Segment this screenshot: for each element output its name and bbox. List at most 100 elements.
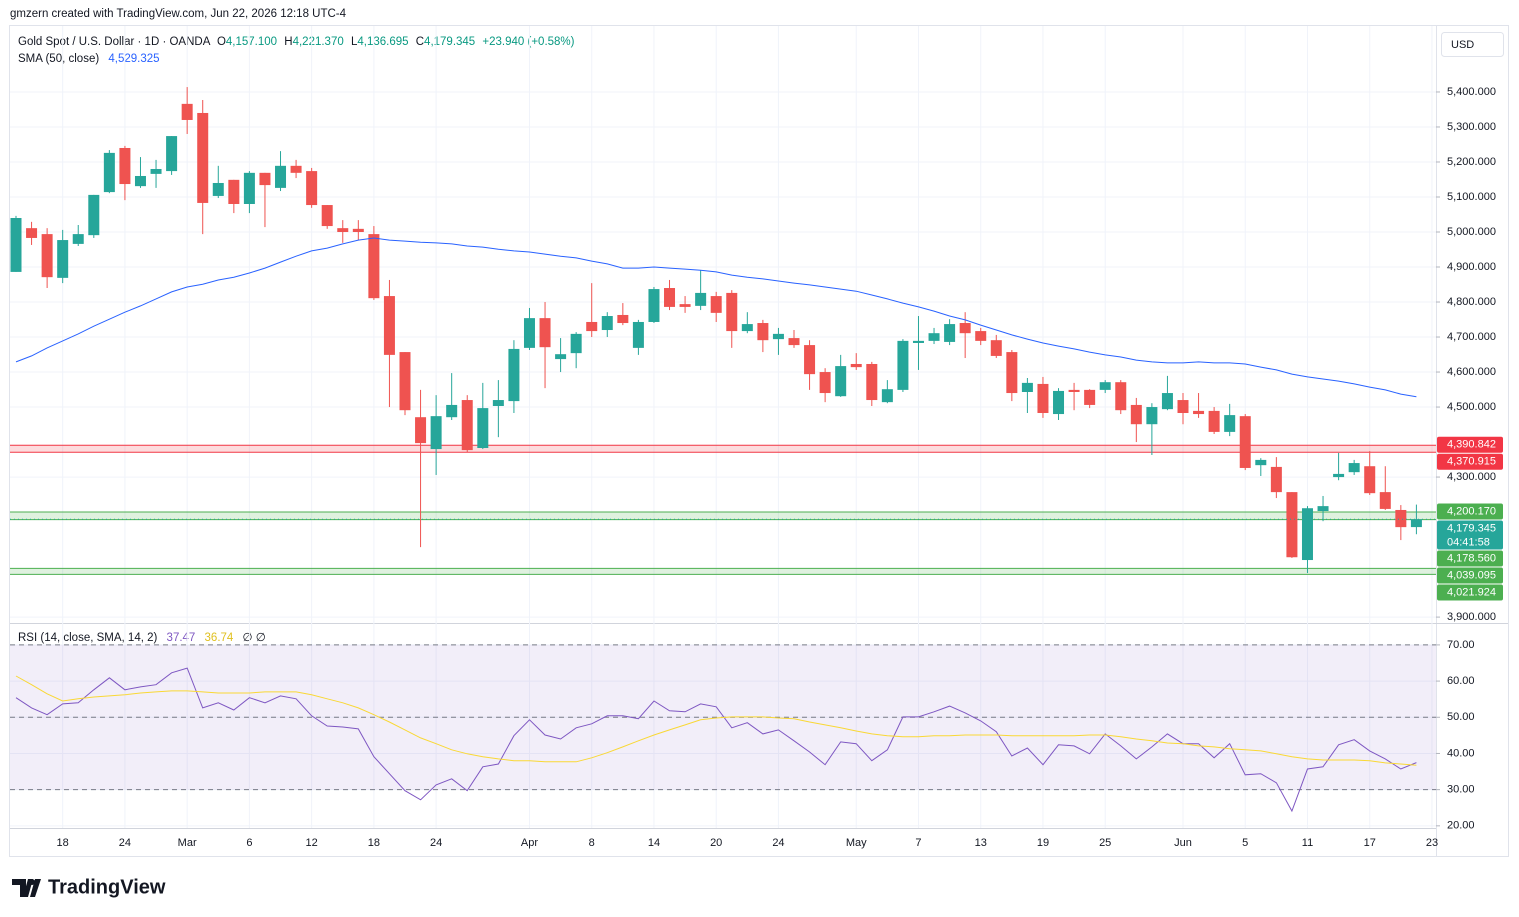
sma-value: 4,529.325: [108, 53, 159, 65]
candle-body: [446, 404, 458, 418]
ohlc-value: 4,179.345: [424, 36, 475, 48]
candle-body: [664, 288, 676, 307]
candle-body: [103, 152, 115, 193]
candle-body: [477, 408, 489, 449]
candle-body: [508, 348, 520, 402]
candle-body: [197, 112, 209, 203]
ohlc-key: L: [351, 36, 358, 48]
x-tick-label: 25: [1099, 837, 1111, 849]
x-tick-label: Apr: [521, 837, 538, 849]
currency-button[interactable]: [1441, 32, 1504, 57]
candle-body: [10, 217, 22, 272]
y-tick-label: 60.00: [1447, 675, 1475, 687]
candle-body: [181, 103, 193, 120]
price-axis-label: 4,370.915: [1437, 453, 1503, 470]
sma-legend: SMA (50, close) 4,529.325: [18, 53, 160, 65]
price-axis-label: 4,039.095: [1437, 567, 1503, 584]
candle-body: [352, 228, 364, 233]
y-tick-label: 4,800.000: [1447, 296, 1496, 308]
candle-body: [804, 345, 816, 375]
currency[interactable]: USD: [1451, 39, 1474, 51]
x-tick-label: 24: [119, 837, 131, 849]
candle-body: [72, 234, 84, 244]
candle-body: [1037, 383, 1049, 413]
price-axis-label: 4,200.170: [1437, 503, 1503, 520]
candle-body: [726, 292, 738, 332]
x-tick-label: 24: [772, 837, 784, 849]
x-tick-label: Mar: [178, 837, 197, 849]
candle-body: [1395, 509, 1407, 528]
y-tick-label: 4,900.000: [1447, 261, 1496, 273]
x-tick-label: 8: [589, 837, 595, 849]
price-axis-label-bg: [1437, 503, 1503, 520]
candle-body: [928, 333, 940, 341]
y-tick-label: 4,600.000: [1447, 366, 1496, 378]
candle-body: [492, 400, 504, 406]
zone: [10, 445, 1436, 453]
rsi-ma-value: 36.74: [205, 632, 234, 644]
candle-body: [632, 321, 644, 348]
candle-body: [850, 363, 862, 368]
candle-body: [228, 179, 240, 204]
x-tick-label: 20: [710, 837, 722, 849]
candle-body: [1021, 382, 1033, 392]
y-tick-label: 5,000.000: [1447, 226, 1496, 238]
price-axis-label-bg: [1437, 567, 1503, 584]
price-axis-label-text: 4,179.345: [1447, 522, 1496, 534]
x-tick-label: 18: [57, 837, 69, 849]
candle-body: [944, 324, 956, 342]
candle-body: [1130, 404, 1142, 425]
candle-body: [1084, 389, 1096, 405]
y-tick-label: 20.00: [1447, 820, 1475, 832]
candle-body: [788, 338, 800, 346]
attribution: gmzern created with TradingView.com, Jun…: [10, 8, 347, 20]
y-tick-label: 50.00: [1447, 711, 1475, 723]
price-axis-label-bg: [1437, 520, 1503, 550]
candle-body: [134, 175, 146, 187]
x-tick-label: 12: [306, 837, 318, 849]
candle-body: [617, 314, 629, 324]
candle-body: [212, 182, 224, 196]
x-tick-label: May: [846, 837, 867, 849]
sma-name: SMA (50, close): [18, 53, 99, 65]
candle-body: [523, 318, 535, 348]
x-tick-label: 19: [1037, 837, 1049, 849]
brand-logo: TradingView: [12, 876, 166, 898]
candle-body: [461, 400, 473, 451]
y-tick-label: 4,700.000: [1447, 331, 1496, 343]
y-tick-label: 5,100.000: [1447, 191, 1496, 203]
brand: TradingView: [48, 876, 166, 898]
price-axis-label-bg: [1437, 453, 1503, 470]
candle-body: [1193, 410, 1205, 415]
candle-body: [1333, 473, 1345, 478]
change: +23.940 (+0.58%): [482, 36, 574, 48]
x-tick-label: 14: [648, 837, 660, 849]
ohlc-key: C: [416, 36, 424, 48]
price-axis-label-text: 04:41:58: [1447, 536, 1490, 548]
rsi-value: 37.47: [167, 632, 196, 644]
candle-body: [321, 205, 333, 227]
x-tick-label: 7: [915, 837, 921, 849]
x-tick-label: 24: [430, 837, 442, 849]
plot-layer: [10, 87, 1436, 813]
price-axis-label-text: 4,021.924: [1447, 586, 1496, 598]
symbol: Gold Spot / U.S. Dollar · 1D · OANDA: [18, 36, 211, 48]
candle-body: [415, 417, 427, 444]
candle-body: [679, 304, 691, 307]
price-axis-label-text: 4,390.842: [1447, 439, 1496, 451]
rsi-title: RSI (14, close, SMA, 14, 2): [18, 632, 158, 644]
series-line: [15, 237, 1417, 398]
price-axis-label-text: 4,200.170: [1447, 505, 1496, 517]
rsi-legend: RSI (14, close, SMA, 14, 2) 37.47 36.74 …: [18, 632, 266, 644]
candle-body: [555, 354, 567, 360]
y-tick-label: 5,200.000: [1447, 156, 1496, 168]
series-line: [15, 675, 1417, 766]
candle-body: [88, 194, 100, 236]
y-tick-label: 40.00: [1447, 747, 1475, 759]
logo-dot: [29, 879, 35, 885]
candle-body: [399, 352, 411, 411]
candle-body: [1379, 492, 1391, 509]
ohlc-value: 4,221.370: [293, 36, 344, 48]
candle-body: [1410, 519, 1422, 528]
y-tick-label: 4,500.000: [1447, 401, 1496, 413]
